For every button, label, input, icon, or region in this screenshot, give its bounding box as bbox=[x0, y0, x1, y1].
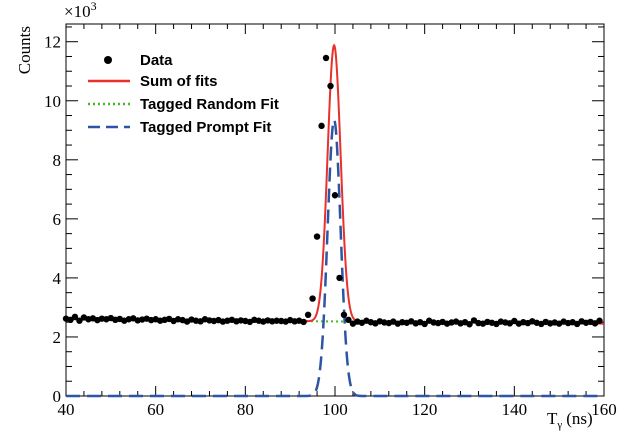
data-point bbox=[331, 192, 339, 199]
x-tick-label: 80 bbox=[237, 400, 254, 419]
legend-label-prompt: Tagged Prompt Fit bbox=[140, 119, 271, 136]
legend-label-random: Tagged Random Fit bbox=[140, 96, 279, 113]
y-tick-label: 12 bbox=[44, 33, 61, 52]
x-tick-label: 140 bbox=[502, 400, 528, 419]
data-points-layer bbox=[62, 54, 603, 328]
x-axis-title-subscript: γ bbox=[556, 419, 562, 431]
data-point bbox=[322, 54, 330, 62]
x-axis-ticks: 40 60 80 100 120 140 160 bbox=[58, 24, 617, 419]
legend: Data Sum of fits Tagged Random Fit Tagge… bbox=[88, 52, 279, 136]
x-axis-title: Tγ (ns) bbox=[547, 409, 593, 431]
y-tick-label: 6 bbox=[53, 210, 62, 229]
y-tick-label: 8 bbox=[53, 151, 62, 170]
data-point bbox=[309, 295, 316, 302]
data-point bbox=[596, 317, 603, 324]
data-point bbox=[345, 316, 352, 324]
y-multiplier-exponent: 3 bbox=[91, 0, 97, 13]
x-tick-label: 40 bbox=[58, 400, 75, 419]
prompt-fit-layer bbox=[66, 117, 604, 398]
legend-label-data: Data bbox=[140, 52, 173, 69]
x-tick-label: 60 bbox=[147, 400, 164, 419]
legend-label-sum: Sum of fits bbox=[140, 73, 218, 90]
y-axis-title: Counts bbox=[15, 26, 34, 74]
data-point bbox=[336, 274, 343, 282]
legend-data-marker bbox=[104, 56, 112, 64]
y-tick-label: 0 bbox=[53, 387, 62, 406]
data-point bbox=[318, 122, 325, 130]
data-point bbox=[340, 311, 348, 319]
data-point bbox=[421, 320, 428, 328]
data-point bbox=[304, 311, 312, 319]
x-tick-label: 100 bbox=[322, 400, 348, 419]
data-point bbox=[76, 317, 83, 324]
y-tick-label: 2 bbox=[53, 328, 62, 347]
data-point bbox=[71, 313, 79, 321]
data-point bbox=[313, 233, 321, 240]
data-point bbox=[300, 318, 307, 326]
data-point bbox=[327, 82, 334, 90]
x-tick-label: 160 bbox=[591, 400, 617, 419]
y-multiplier: ×103 bbox=[64, 0, 97, 21]
x-tick-label: 120 bbox=[412, 400, 438, 419]
x-axis-title-unit: (ns) bbox=[566, 409, 592, 428]
y-axis-ticks: 0 2 4 6 8 10 12 bbox=[44, 26, 604, 406]
prompt-fit-line bbox=[66, 117, 604, 398]
y-tick-label: 4 bbox=[53, 269, 62, 288]
data-point bbox=[466, 321, 473, 328]
y-tick-label: 10 bbox=[44, 92, 61, 111]
